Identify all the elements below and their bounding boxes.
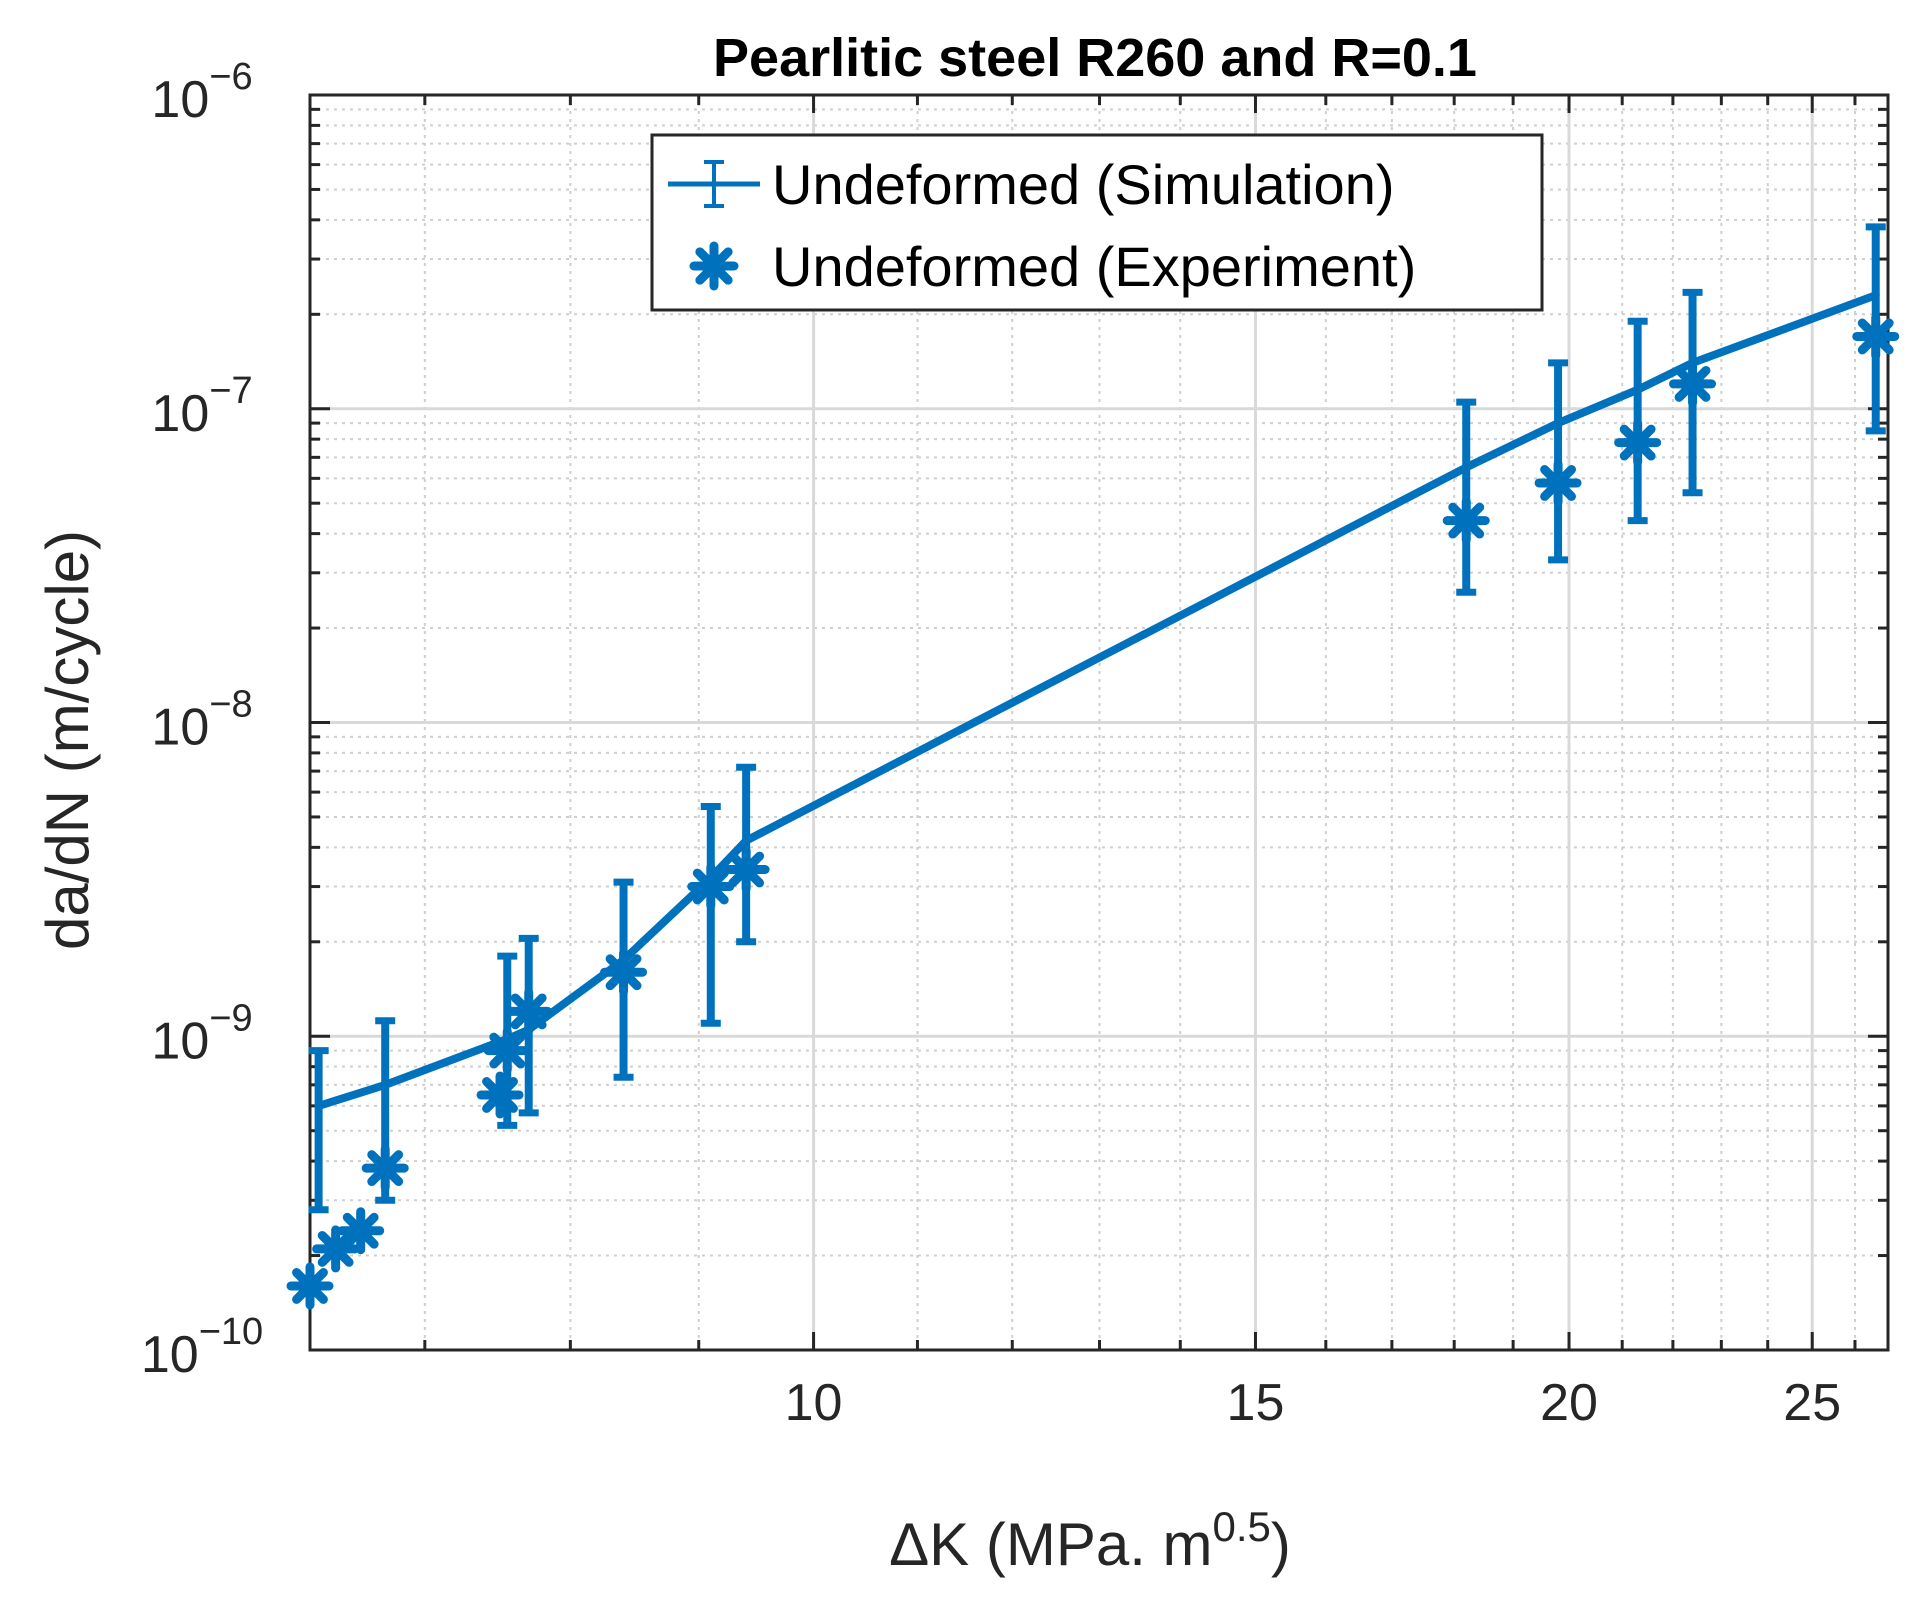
legend-asterisk-icon [689, 241, 739, 291]
x-tick-label: 15 [1227, 1374, 1285, 1432]
asterisk-core [520, 1002, 538, 1020]
asterisk-core [491, 1086, 509, 1104]
experiment-series [286, 312, 1900, 1310]
simulation-errorbar [700, 802, 721, 1027]
experiment-point [722, 845, 770, 893]
legend-exp-swatch [689, 241, 739, 291]
legend-label-simulation: Undeformed (Simulation) [772, 153, 1394, 216]
experiment-point [476, 1071, 524, 1119]
y-tick-label: 10−8 [151, 684, 252, 757]
simulation-errorbar [308, 1047, 329, 1214]
asterisk-core [301, 1277, 319, 1295]
asterisk-core [352, 1222, 370, 1240]
experiment-point [1852, 312, 1900, 360]
experiment-point [337, 1207, 385, 1255]
y-tick-label: 10−6 [151, 56, 252, 129]
experiment-point [687, 863, 735, 911]
x-tick-label: 20 [1540, 1374, 1598, 1432]
asterisk-core [702, 878, 720, 896]
asterisk-core [614, 963, 633, 981]
asterisk-core [705, 257, 723, 275]
experiment-point [286, 1262, 334, 1310]
asterisk-core [737, 860, 755, 879]
x-tick-label: 10 [785, 1374, 843, 1432]
experiment-point [361, 1144, 409, 1192]
asterisk-core [1457, 512, 1475, 530]
y-tick-label: 10−10 [141, 1311, 263, 1384]
experiment-point [1669, 360, 1717, 408]
asterisk-core [1683, 375, 1702, 393]
asterisk-core [327, 1240, 345, 1258]
y-axis-label: da/dN (m/cycle) [34, 530, 101, 950]
asterisk-core [1629, 434, 1647, 452]
y-tick-label: 10−9 [151, 997, 252, 1070]
experiment-point [600, 948, 648, 996]
asterisk-core [1867, 327, 1885, 345]
legend-label-experiment: Undeformed (Experiment) [772, 235, 1416, 298]
experiment-point [1442, 497, 1490, 545]
asterisk-core [376, 1159, 394, 1177]
asterisk-core [1549, 474, 1567, 492]
legend-sim-swatch [668, 160, 760, 208]
y-axis-ticks: 10−10 10−9 10−8 10−7 10−6 [141, 56, 1888, 1384]
x-axis-label: ΔK (MPa. m0.5) [889, 1503, 1291, 1578]
asterisk-core [498, 1042, 516, 1060]
experiment-point [312, 1225, 360, 1273]
legend: Undeformed (Simulation) Undeformed (Expe… [650, 133, 1544, 312]
x-tick-label: 25 [1783, 1374, 1841, 1432]
experiment-point [1534, 459, 1582, 507]
experiment-point [505, 987, 553, 1035]
chart-title: Pearlitic steel R260 and R=0.1 [713, 28, 1477, 88]
experiment-point [1614, 419, 1662, 467]
experiment-point [483, 1027, 531, 1075]
legend-box [650, 133, 1544, 312]
y-tick-label: 10−7 [151, 370, 252, 443]
x-axis-ticks: 10 15 20 25 [423, 95, 1857, 1432]
